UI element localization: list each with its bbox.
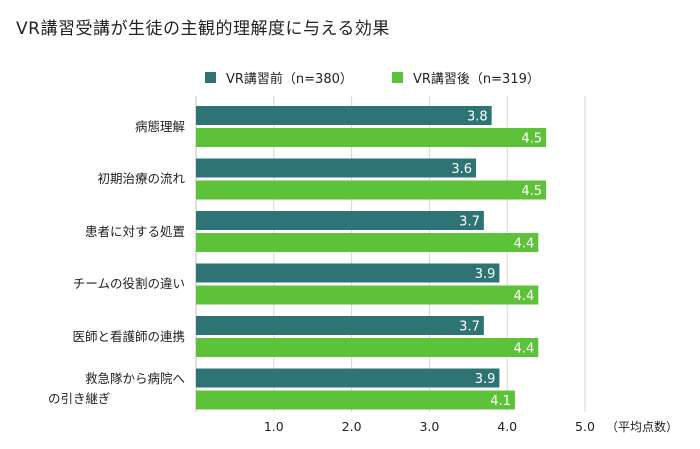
x-tick-label-2.0: 2.0 (342, 419, 362, 434)
data-label-after-2: 4.4 (514, 237, 535, 252)
legend-item-before: VR講習前（n=380） (205, 68, 353, 87)
bar-before-4 (196, 316, 484, 335)
legend: VR講習前（n=380） VR講習後（n=319） (0, 68, 700, 88)
legend-item-after: VR講習後（n=319） (392, 68, 540, 87)
bar-after-4 (196, 338, 539, 357)
legend-label-after: VR講習後（n=319） (413, 72, 540, 87)
category-label-line: の引き継ぎ (48, 391, 111, 406)
bar-after-5 (196, 390, 515, 410)
data-label-before-5: 3.9 (475, 372, 496, 387)
data-label-before-2: 3.7 (459, 215, 480, 230)
data-label-after-5: 4.1 (490, 394, 511, 409)
bar-after-3 (196, 285, 539, 305)
x-axis-unit-label: （平均点数） (606, 420, 679, 434)
category-label-line: 救急隊から病院へ (84, 371, 185, 386)
bar-before-1 (196, 158, 477, 178)
category-label-2: 患者に対する処置 (20, 222, 185, 242)
data-label-before-3: 3.9 (475, 267, 496, 282)
category-label-line: 患者に対する処置 (84, 223, 185, 239)
x-tick-label-4.0: 4.0 (497, 419, 517, 434)
legend-swatch-after (392, 72, 403, 83)
data-label-before-0: 3.8 (467, 110, 488, 125)
x-tick-label-5.0: 5.0 (575, 419, 595, 434)
chart-title: VR講習受講が生徒の主観的理解度に与える効果 (16, 19, 390, 39)
data-label-after-1: 4.5 (521, 184, 542, 199)
category-label-1: 初期治療の流れ (20, 169, 185, 189)
category-label-line: 医師と看護師の連携 (72, 328, 185, 344)
data-label-after-4: 4.4 (514, 342, 535, 357)
bar-before-0 (196, 106, 492, 125)
x-tick-label-1.0: 1.0 (264, 419, 284, 434)
bar-after-2 (196, 233, 539, 252)
legend-label-before: VR講習前（n=380） (226, 72, 353, 87)
data-label-after-0: 4.5 (521, 132, 542, 147)
category-label-4: 医師と看護師の連携 (20, 327, 185, 347)
category-label-0: 病態理解 (20, 117, 185, 137)
bar-before-2 (196, 211, 484, 230)
bar-before-5 (196, 368, 500, 388)
legend-swatch-before (205, 72, 216, 83)
data-label-before-4: 3.7 (459, 320, 480, 335)
bar-before-3 (196, 263, 500, 283)
category-label-3: チームの役割の違い (20, 274, 185, 294)
bar-after-0 (196, 128, 547, 147)
category-label-line: 初期治療の流れ (97, 171, 185, 186)
category-label-line: チームの役割の違い (72, 276, 185, 291)
data-label-before-1: 3.6 (451, 162, 472, 177)
category-label-line: 病態理解 (134, 118, 185, 134)
data-label-after-3: 4.4 (514, 289, 535, 304)
x-tick-label-3.0: 3.0 (419, 419, 439, 434)
bar-after-1 (196, 180, 547, 200)
category-label-5: 救急隊から病院への引き継ぎ (20, 369, 185, 409)
